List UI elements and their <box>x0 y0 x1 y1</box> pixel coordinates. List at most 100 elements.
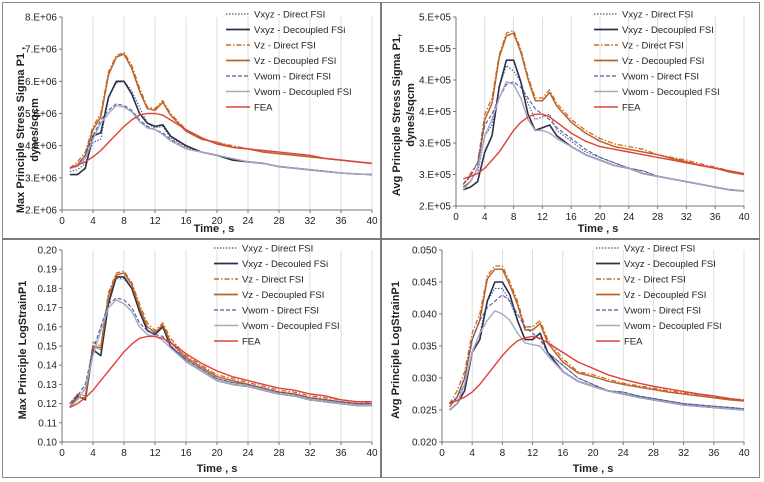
x-tick-label: 8 <box>121 216 127 227</box>
ylabel-line: Avg Principle LogStrainP1 <box>390 281 402 419</box>
x-tick-label: 12 <box>149 216 161 227</box>
x-tick-label: 24 <box>623 212 635 223</box>
series-line-2 <box>462 59 745 192</box>
x-tick-label: 24 <box>242 216 254 227</box>
series-line-7 <box>69 112 373 169</box>
x-tick-label: 16 <box>557 448 569 459</box>
y-tick-label: 5.E+06 <box>25 109 57 120</box>
legend-label: Vz - Decoupled FSI <box>242 290 324 301</box>
series-line-3 <box>449 265 745 404</box>
series-line-4 <box>462 32 745 188</box>
y-tick-label: 0.20 <box>38 246 58 257</box>
x-tick-label: 0 <box>439 448 445 459</box>
legend-label: FEA <box>624 337 643 348</box>
y-tick-label: 3.E+05 <box>419 139 451 150</box>
x-tick-label: 0 <box>59 216 65 227</box>
series-line-7 <box>449 335 745 405</box>
y-tick-label: 3.E+06 <box>25 173 57 184</box>
x-tick-label: 40 <box>366 448 378 459</box>
y-tick-label: 0.18 <box>38 284 58 295</box>
x-tick-label: 16 <box>566 212 578 223</box>
y-tick-label: 6.E+06 <box>25 77 57 88</box>
x-tick-label: 8 <box>500 448 506 459</box>
y-tick-label: 0.12 <box>38 399 58 410</box>
y-tick-label: 0.17 <box>38 303 58 314</box>
x-tick-label: 36 <box>335 216 347 227</box>
y-tick-label: 0.14 <box>38 361 58 372</box>
x-tick-label: 32 <box>304 216 316 227</box>
x-tick-label: 16 <box>180 216 192 227</box>
ylabel-line: Avg Principle Stress Sigma P1, <box>391 34 403 196</box>
legend-label: Vz - Decoupled FSI <box>622 56 704 67</box>
x-tick-label: 32 <box>681 212 693 223</box>
x-tick-label: 4 <box>482 212 488 223</box>
x-tick-label: 36 <box>710 212 722 223</box>
legend-label: Vxyz - Direct FSI <box>242 244 313 255</box>
legend-label: Vwom - Direct FSI <box>254 72 331 83</box>
y-tick-label: 4.E+05 <box>419 107 451 118</box>
xlabel: Time , s <box>194 223 235 235</box>
x-tick-label: 12 <box>527 448 539 459</box>
x-tick-label: 4 <box>90 216 96 227</box>
ylabel-line: Max Principle LogStrainP1 <box>17 281 29 420</box>
x-tick-label: 20 <box>211 216 223 227</box>
y-tick-label: 0.19 <box>38 265 58 276</box>
y-tick-label: 0.11 <box>38 418 57 429</box>
series-line-6 <box>462 81 745 192</box>
legend-label: Vxyz - Direct FSI <box>622 10 693 21</box>
x-tick-label: 24 <box>242 448 254 459</box>
y-tick-label: 0.10 <box>38 438 58 449</box>
y-tick-label: 0.13 <box>38 380 58 391</box>
x-tick-label: 8 <box>511 212 517 223</box>
legend-label: Vwom - Decoupled FSI <box>254 87 352 98</box>
y-tick-label: 2.E+05 <box>419 202 451 213</box>
y-tick-label: 0.020 <box>412 438 437 449</box>
x-tick-label: 20 <box>587 448 599 459</box>
y-tick-label: 8.E+06 <box>25 13 57 24</box>
series-line-4 <box>69 53 373 169</box>
y-tick-label: 5.E+05 <box>419 13 451 24</box>
legend-label: Vz - Decoupled FSI <box>624 290 706 301</box>
y-tick-label: 4.E+06 <box>25 141 57 152</box>
legend-label: FEA <box>622 103 641 114</box>
series-line-5 <box>69 297 372 405</box>
y-tick-label: 0.030 <box>412 374 437 385</box>
series-line-5 <box>69 103 373 176</box>
ylabel-line: dynes/sqcm <box>405 83 417 147</box>
y-tick-label: 0.15 <box>38 342 58 353</box>
x-tick-label: 12 <box>149 448 161 459</box>
series-line-6 <box>69 299 372 408</box>
legend-label: Vwom - Direct FSI <box>622 72 699 83</box>
legend-label: Vz - Direct FSI <box>622 41 684 52</box>
y-tick-label: 5.E+05 <box>419 44 451 55</box>
legend-label: Vxyz - Direct FSI <box>254 10 325 21</box>
x-tick-label: 0 <box>453 212 459 223</box>
ylabel-line: Max Principle Stress Sigma P1 , <box>15 47 27 213</box>
series-line-5 <box>449 294 745 410</box>
xlabel: Time , s <box>573 463 614 475</box>
x-tick-label: 32 <box>304 448 316 459</box>
y-tick-label: 0.16 <box>38 322 58 333</box>
series-line-2 <box>449 281 745 411</box>
ylabel-line: dynes/sqcm <box>29 98 41 162</box>
legend-label: Vwom - Direct FSI <box>624 306 701 317</box>
y-tick-label: 2.E+06 <box>25 206 57 217</box>
x-tick-label: 4 <box>90 448 96 459</box>
xlabel: Time , s <box>578 223 619 235</box>
x-tick-label: 40 <box>738 212 750 223</box>
legend-label: Vz - Decoupled FSI <box>254 56 336 67</box>
series-line-5 <box>462 81 745 192</box>
panel-max-strain: Max Principle LogStrainP1 Time , s 0.20 0… <box>17 244 378 476</box>
legend-label: FEA <box>242 337 261 348</box>
legend-label: Vxyz - Decouled FSi <box>242 259 328 270</box>
legend-label: Vwom - Decoupled FSI <box>624 321 722 332</box>
legend-label: Vz - Direct FSI <box>254 41 316 52</box>
panel-avg-stress: Avg Principle Stress Sigma P1, dynes/sqc… <box>391 10 750 236</box>
x-tick-label: 28 <box>273 216 285 227</box>
legend-label: Vz - Direct FSI <box>624 275 686 286</box>
legend-label: Vwom - Decoupled FSI <box>242 321 340 332</box>
y-tick-label: 0.035 <box>412 342 437 353</box>
legend-label: Vxyz - Decoupled FSi <box>254 25 345 36</box>
series-line-2 <box>69 276 372 408</box>
